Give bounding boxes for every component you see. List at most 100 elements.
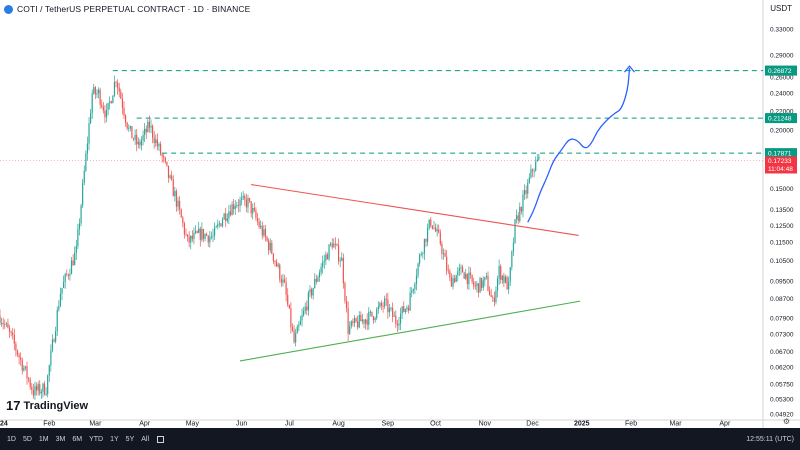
candle-body <box>174 191 176 197</box>
candle-body <box>86 143 89 154</box>
candle-body <box>23 367 25 371</box>
candle-body <box>32 390 34 396</box>
candle-body <box>415 275 418 284</box>
candle-body <box>104 110 106 118</box>
candle-body <box>221 219 224 227</box>
candle-body <box>185 234 187 235</box>
candle-body <box>42 383 44 392</box>
candle-body <box>66 274 68 275</box>
candle-body <box>129 126 131 129</box>
candle-body <box>365 319 367 324</box>
candle-body <box>64 274 66 282</box>
candle-body <box>82 182 84 206</box>
timeframe-1y[interactable]: 1Y <box>110 435 119 443</box>
candle-body <box>215 226 217 228</box>
y-tick-label: 0.29000 <box>770 52 794 59</box>
timeframe-ytd[interactable]: YTD <box>89 435 104 443</box>
candle-body <box>0 315 1 323</box>
candle-body <box>535 161 537 171</box>
candle-body <box>209 236 211 243</box>
candle-body <box>247 198 249 208</box>
price-chart[interactable]: 0.33000 0.29000 0.26000 0.24000 0.22000 0.200… <box>0 0 800 428</box>
settings-gear-icon[interactable]: ⚙ <box>782 417 790 426</box>
candle-body <box>77 229 79 246</box>
utc-clock[interactable]: 12:55:11 (UTC) <box>746 435 794 443</box>
candle-body <box>260 225 262 228</box>
candle-body <box>24 366 27 368</box>
candle-body <box>121 98 123 108</box>
candle-body <box>7 323 9 329</box>
candle-body <box>70 260 73 275</box>
candle-body <box>159 144 162 155</box>
timeframe-3m[interactable]: 3M <box>55 435 66 443</box>
candle-body <box>520 207 522 212</box>
candle-body <box>476 283 478 287</box>
candle-body <box>244 195 246 200</box>
candle-body <box>145 128 147 133</box>
candle-body <box>345 300 348 309</box>
timeframe-1d[interactable]: 1D <box>7 435 16 443</box>
x-tick-label: Nov <box>479 421 492 428</box>
y-tick-label: 0.24000 <box>770 91 794 98</box>
tradingview-logo[interactable]: 17 TradingView <box>6 398 88 413</box>
candle-body <box>18 354 20 358</box>
candle-body <box>51 339 54 351</box>
tradingview-name: TradingView <box>23 399 89 412</box>
candle-body <box>272 253 275 261</box>
candle-body <box>496 278 499 291</box>
x-tick-label: May <box>186 421 200 428</box>
candle-body <box>347 308 349 334</box>
candle-body <box>90 113 92 124</box>
x-tick-label: Sep <box>382 421 395 428</box>
candle-body <box>360 314 362 322</box>
candle-body <box>390 307 392 309</box>
candle-body <box>93 87 95 94</box>
candle-body <box>13 335 15 344</box>
candle-body <box>274 260 276 263</box>
candle-body <box>538 156 540 160</box>
candle-body <box>75 245 77 253</box>
x-tick-label: Jun <box>236 421 247 428</box>
candle-body <box>447 270 449 272</box>
x-tick-label: Mar <box>670 421 683 428</box>
candle-body <box>312 288 314 296</box>
timeframe-1m[interactable]: 1M <box>38 435 49 443</box>
candle-body <box>514 219 516 243</box>
timeframe-all[interactable]: All <box>141 435 150 443</box>
candle-body <box>455 275 457 283</box>
level-price-tag <box>765 65 797 76</box>
candle-body <box>384 298 386 307</box>
candle-body <box>287 294 289 305</box>
timeframe-6m[interactable]: 6M <box>72 435 83 443</box>
y-tick-label: 0.07900 <box>770 316 794 323</box>
candle-body <box>62 281 65 289</box>
candle-body <box>285 282 287 295</box>
candle-body <box>225 213 227 221</box>
candle-body <box>142 134 144 141</box>
candle-body <box>334 243 337 245</box>
candle-body <box>353 318 356 324</box>
candle-body <box>411 291 413 293</box>
candle-body <box>396 323 398 326</box>
timeframe-5d[interactable]: 5D <box>22 435 32 443</box>
candle-body <box>439 232 441 244</box>
candle-body <box>460 267 462 269</box>
candle-body <box>15 343 17 351</box>
candle-body <box>72 260 74 266</box>
x-tick-label: Feb <box>625 421 637 428</box>
candle-body <box>53 339 55 342</box>
candle-body <box>318 272 321 278</box>
candle-body <box>34 386 36 396</box>
candle-body <box>88 123 90 144</box>
currency-label[interactable]: USDT <box>770 4 792 13</box>
symbol-title[interactable]: COTI / TetherUS PERPETUAL CONTRACT · 1D … <box>17 4 251 14</box>
calendar-icon[interactable] <box>157 435 165 443</box>
candle-body <box>112 95 114 104</box>
candle-body <box>387 299 389 313</box>
candle-body <box>465 273 467 279</box>
candle-body <box>229 211 232 216</box>
candle-body <box>193 232 195 240</box>
candle-body <box>261 225 263 236</box>
timeframe-5y[interactable]: 5Y <box>125 435 135 443</box>
candle-body <box>113 82 116 96</box>
